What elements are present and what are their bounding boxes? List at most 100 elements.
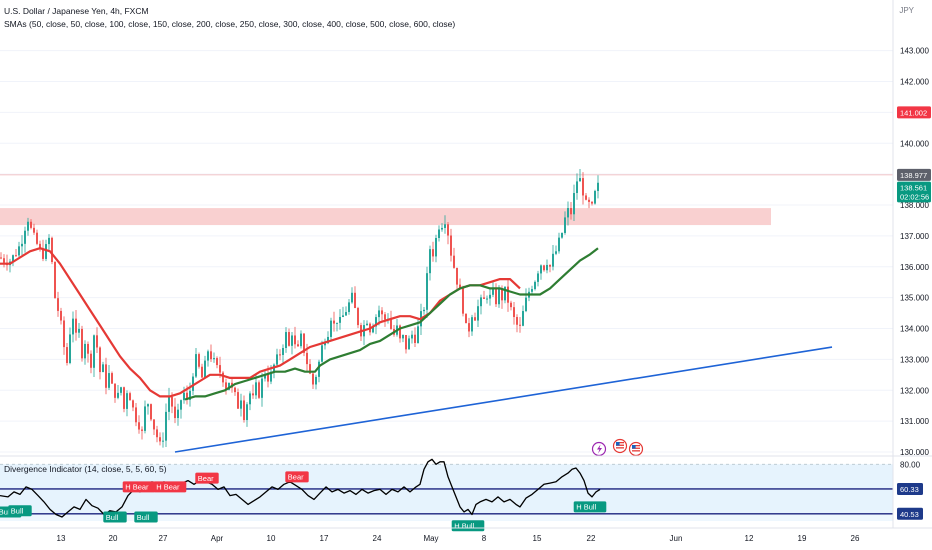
candle-body	[78, 328, 80, 333]
candle-body	[540, 265, 542, 274]
ascending-trendline[interactable]	[174, 346, 833, 453]
y-tick-label: 132.000	[900, 386, 929, 395]
candle-body	[309, 364, 311, 374]
candle-body	[216, 358, 218, 366]
candle-body	[333, 320, 335, 324]
trendline[interactable]	[174, 346, 833, 453]
candle-body	[441, 227, 443, 230]
us-flag-icon[interactable]	[612, 438, 628, 454]
candle-body	[210, 351, 212, 360]
candle-body	[513, 307, 515, 318]
price-label-text: 138.977	[900, 171, 927, 180]
candle-body	[132, 400, 134, 408]
candle-body	[42, 248, 44, 259]
candle-body	[405, 334, 407, 350]
candle-body	[429, 249, 431, 274]
candle-body	[312, 373, 314, 385]
y-tick-label: 142.000	[900, 78, 929, 87]
candle-body	[96, 335, 98, 348]
candle-body	[81, 328, 83, 359]
candle-body	[291, 335, 293, 346]
moving-averages	[0, 247, 599, 401]
candle-body	[456, 267, 458, 285]
signal-label-bg	[103, 511, 127, 523]
candle-body	[462, 287, 464, 314]
sma-legend: SMAs (50, close, 50, close, 100, close, …	[4, 19, 456, 29]
candle-body	[432, 249, 434, 257]
candle-body	[12, 255, 14, 262]
candle-body	[330, 320, 332, 337]
candle-body	[168, 396, 170, 412]
y-tick-label: 143.000	[900, 47, 929, 56]
us-flag-icon[interactable]	[628, 441, 644, 457]
price-label-bg	[897, 106, 931, 119]
level-label-bg	[897, 482, 923, 495]
candle-body	[207, 351, 209, 361]
y-tick-label: 138.000	[900, 201, 929, 210]
candle-body	[519, 324, 521, 326]
price-label-bg	[897, 168, 931, 181]
candle-body	[162, 440, 164, 442]
candle-body	[219, 365, 221, 373]
candle-body	[537, 273, 539, 282]
candle-body	[465, 313, 467, 324]
y-tick-label: 130.000	[900, 448, 929, 457]
candle-body	[546, 264, 548, 271]
candle-body	[27, 221, 29, 231]
candle-body	[156, 429, 158, 438]
x-tick-label: 17	[320, 534, 329, 543]
candle-body	[597, 182, 599, 191]
candle-body	[75, 318, 77, 333]
candle-body	[234, 387, 236, 393]
signal-label-text: Bull	[137, 513, 150, 522]
candle-body	[72, 318, 74, 335]
candle-body	[501, 288, 503, 301]
candle-body	[30, 221, 32, 228]
candle-body	[354, 292, 356, 309]
price-axis[interactable]: 143.000142.000141.000140.000139.000138.0…	[892, 0, 929, 528]
candle-body	[324, 343, 326, 346]
candle-body	[21, 243, 23, 247]
candle-body	[594, 190, 596, 204]
candle-body	[492, 289, 494, 295]
signal-label-bg	[573, 501, 607, 513]
signal-label-bg	[153, 481, 187, 493]
indicator-band-lower	[0, 513, 893, 521]
signal-label-text: H Bull	[0, 508, 12, 517]
candle-body	[126, 393, 128, 409]
candle-body	[105, 364, 107, 388]
candle-body	[585, 195, 587, 200]
candle-body	[498, 288, 500, 305]
candle-body	[108, 373, 110, 388]
candle-body	[177, 409, 179, 419]
candle-body	[114, 383, 116, 398]
signal-label-text: H Bear	[125, 483, 149, 492]
candle-body	[90, 353, 92, 368]
rsi-line	[0, 458, 601, 518]
candle-body	[249, 393, 251, 405]
candle-body	[318, 361, 320, 377]
resistance-zone-rect[interactable]	[0, 208, 771, 226]
candle-body	[147, 404, 149, 407]
rsi-path	[0, 458, 601, 518]
candle-body	[69, 334, 71, 363]
y-tick-label: 137.000	[900, 232, 929, 241]
price-label-text: 141.002	[900, 108, 927, 117]
candle-body	[591, 201, 593, 204]
x-tick-label: 26	[851, 534, 860, 543]
candle-body	[192, 376, 194, 391]
lightning-icon[interactable]	[591, 441, 607, 457]
candle-body	[111, 373, 113, 384]
signal-label-text: H Bull	[454, 522, 474, 531]
x-tick-label: 24	[373, 534, 382, 543]
candle-body	[141, 429, 143, 431]
time-axis[interactable]: 13 20 27 Apr 10 17 24 May 8 15 22 Jun 12 19 26	[0, 527, 932, 543]
x-tick-label: 12	[745, 534, 754, 543]
level-label-text: 80.00	[900, 460, 921, 469]
candle-body	[153, 419, 155, 430]
candle-body	[561, 232, 563, 238]
candle-body	[204, 360, 206, 378]
event-icons[interactable]	[591, 438, 644, 457]
